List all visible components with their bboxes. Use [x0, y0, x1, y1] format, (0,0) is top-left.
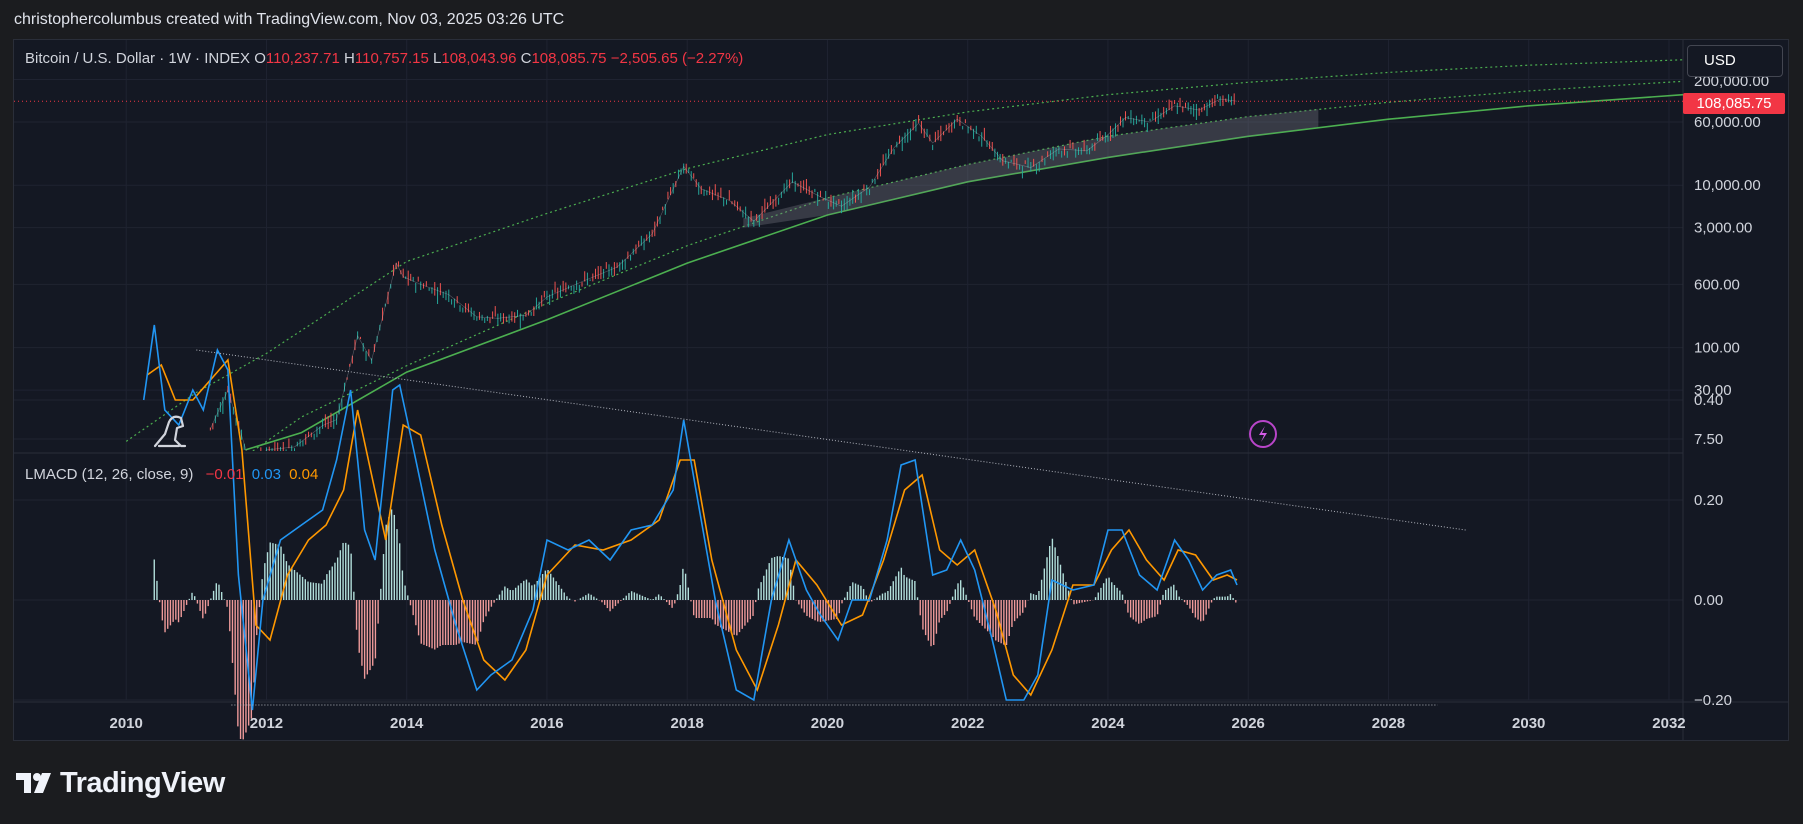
tradingview-logo-icon — [16, 773, 51, 793]
time-axis-tick: 2010 — [110, 715, 143, 732]
low-value: 108,043.96 — [441, 50, 517, 67]
upper-band-line — [125, 59, 1683, 442]
top-bar: christophercolumbus created with Trading… — [0, 0, 1803, 40]
price-series — [209, 93, 1238, 451]
macd-signal-value: 0.04 — [289, 466, 319, 483]
change-value: −2,505.65 (−2.27%) — [610, 50, 744, 67]
symbol-label[interactable]: Bitcoin / U.S. Dollar · 1W · INDEX — [25, 50, 251, 67]
price-axis-tick: 7.50 — [1694, 431, 1723, 448]
price-axis-tick: 30.00 — [1694, 382, 1732, 399]
time-axis-tick: 2018 — [671, 715, 704, 732]
high-label: H — [344, 50, 355, 67]
last-price-tag: 108,085.75 — [1683, 93, 1785, 114]
credit-text: christophercolumbus created with Trading… — [14, 11, 565, 28]
regression-bands — [125, 59, 1683, 451]
price-axis-tick: 100.00 — [1694, 340, 1740, 357]
price-legend: Bitcoin / U.S. Dollar · 1W · INDEX O110,… — [25, 50, 743, 67]
macd-axis-tick: 0.40 — [1694, 392, 1723, 409]
macd-pane — [142, 324, 1466, 740]
time-axis-tick: 2028 — [1372, 715, 1405, 732]
middle-band-line — [251, 80, 1683, 451]
close-value: 108,085.75 — [531, 50, 607, 67]
time-axis-tick: 2024 — [1091, 715, 1125, 732]
price-axis-tick: 200,000.00 — [1694, 73, 1769, 90]
macd-upper-trendline — [196, 349, 1466, 531]
time-axis-tick: 2026 — [1232, 715, 1265, 732]
time-axis-tick: 2020 — [811, 715, 844, 732]
currency-button[interactable]: USD — [1687, 45, 1783, 77]
time-axis-tick: 2012 — [250, 715, 283, 732]
time-axis-tick: 2030 — [1512, 715, 1545, 732]
macd-axis-tick: 0.20 — [1694, 492, 1723, 509]
brand-name: TradingView — [60, 766, 225, 799]
macd-line-value: 0.03 — [251, 466, 281, 483]
lightning-icon[interactable] — [1249, 420, 1277, 448]
signal-line — [146, 358, 1238, 697]
low-label: L — [433, 50, 442, 67]
open-label: O — [254, 50, 266, 67]
chart-grid — [14, 40, 1788, 740]
open-value: 110,237.71 — [265, 50, 340, 67]
price-axis-tick: 3,000.00 — [1694, 220, 1752, 237]
dino-icon — [153, 415, 187, 448]
price-axis-tick: 60,000.00 — [1694, 114, 1761, 131]
high-value: 110,757.15 — [354, 50, 429, 67]
price-axis-tick: 600.00 — [1694, 276, 1740, 293]
macd-axis-tick: 0.00 — [1694, 592, 1723, 609]
price-trace — [210, 98, 1238, 451]
time-axis-tick: 2014 — [390, 715, 424, 732]
macd-axis-tick: −0.20 — [1694, 692, 1732, 709]
macd-line — [142, 324, 1238, 711]
macd-title[interactable]: LMACD (12, 26, close, 9) — [25, 466, 194, 483]
close-label: C — [520, 50, 532, 67]
time-axis-tick: 2022 — [951, 715, 984, 732]
axes: 200,000.00 60,000.00 10,000.00 3,000.00 600.… — [110, 73, 1770, 732]
macd-hist-value: −0.01 — [205, 466, 244, 483]
price-axis-tick: 10,000.00 — [1694, 177, 1761, 194]
time-axis-tick: 2032 — [1652, 715, 1685, 732]
macd-legend: LMACD (12, 26, close, 9) −0.01 0.03 0.04 — [25, 466, 318, 483]
lower-band-line — [245, 93, 1683, 451]
footer-brand[interactable]: TradingView — [16, 766, 225, 800]
time-axis-tick: 2016 — [530, 715, 563, 732]
